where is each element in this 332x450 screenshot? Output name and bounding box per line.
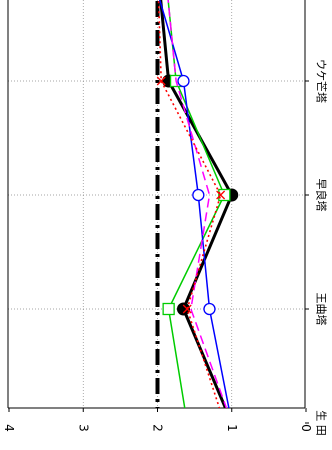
- data-point: [162, 302, 175, 316]
- plot-area: 0 1 2 3 4 生 田 王曲塔 早良塔 ウケ芒塔: [2, 0, 329, 436]
- value-tick-label: 4: [2, 424, 16, 432]
- data-point: [176, 302, 190, 316]
- data-point: [156, 76, 166, 86]
- value-tick-label: 2: [151, 424, 165, 432]
- data-point: [182, 304, 192, 314]
- value-tick-label: 1: [225, 424, 239, 432]
- data-point: [177, 74, 190, 88]
- series-line: [159, 0, 234, 408]
- data-point: [216, 190, 226, 200]
- category-tick-label: 早良塔: [315, 179, 329, 212]
- category-tick-label: 王曲塔: [315, 293, 328, 326]
- value-tick-label: 0: [299, 424, 313, 432]
- category-tick-label: 生 田: [315, 410, 329, 436]
- category-tick-label: ウケ芒塔: [315, 59, 328, 103]
- data-point: [192, 188, 205, 202]
- series-line: [167, 0, 228, 408]
- series-line: [157, 0, 222, 408]
- value-tick-label: 3: [76, 424, 90, 432]
- data-point: [203, 302, 216, 316]
- data-point: [218, 188, 231, 202]
- series-line: [158, 0, 230, 408]
